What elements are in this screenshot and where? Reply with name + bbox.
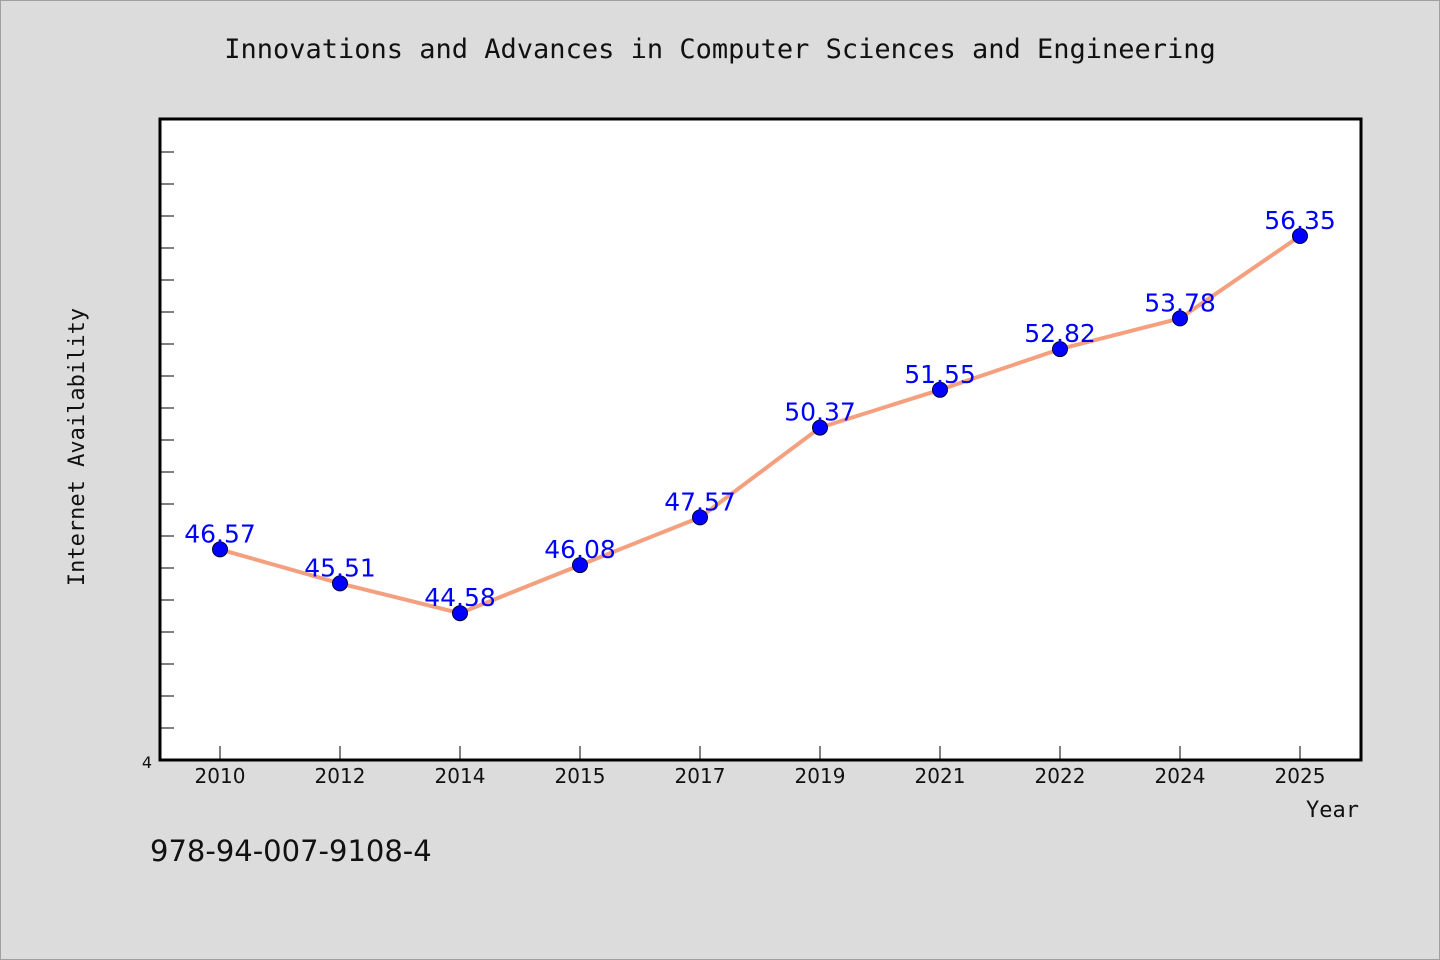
- series-line: [219, 234, 1302, 616]
- x-axis-ticks: [219, 746, 1301, 760]
- x-tick-label: 2024: [1155, 764, 1206, 788]
- data-point: [1292, 228, 1308, 244]
- x-tick-label: 2021: [915, 764, 966, 788]
- x-tick-label: 2012: [315, 764, 366, 788]
- data-label: 52.82: [1024, 319, 1096, 348]
- data-label: 44.58: [424, 583, 496, 612]
- data-label: 47.57: [664, 487, 736, 516]
- data-label: 53.78: [1144, 288, 1216, 317]
- data-point: [812, 419, 828, 436]
- data-point: [212, 541, 228, 558]
- x-tick-label: 2014: [435, 764, 486, 788]
- footer-code: 978-94-007-9108-4: [150, 834, 432, 868]
- data-label: 46.08: [544, 535, 616, 564]
- y-axis-title: Internet Availability: [65, 308, 90, 586]
- x-tick-labels: 2010 2012 2014 2015 2017 2019 2021 2022 2024 2025: [195, 764, 1326, 788]
- chart-title: Innovations and Advances in Computer Sci…: [224, 34, 1216, 65]
- x-tick-label: 2022: [1035, 764, 1086, 788]
- x-tick-label: 2015: [555, 764, 606, 788]
- data-markers: [212, 228, 1308, 622]
- data-point: [452, 605, 468, 622]
- x-tick-label: 2019: [795, 764, 846, 788]
- data-label: 46.57: [184, 519, 256, 548]
- data-point: [572, 557, 588, 574]
- data-point: [932, 381, 948, 398]
- data-label: 56.35: [1264, 206, 1336, 235]
- x-tick-label: 2017: [675, 764, 726, 788]
- data-label: 50.37: [784, 398, 856, 427]
- data-label: 45.51: [304, 553, 376, 582]
- y-axis-ticks: [160, 151, 174, 729]
- data-point: [692, 509, 708, 526]
- data-label: 51.55: [904, 360, 976, 389]
- x-tick-label: 2025: [1275, 764, 1326, 788]
- data-point: [1172, 310, 1188, 327]
- x-tick-label: 2010: [195, 764, 246, 788]
- data-point: [332, 575, 348, 592]
- x-axis-title: Year: [1306, 798, 1359, 823]
- data-labels: 46.57 45.51 44.58 46.08 47.57 50.37 51.55 52.82…: [184, 206, 1336, 612]
- plot-area: [158, 117, 1363, 762]
- y-tick-label: 4: [142, 753, 152, 772]
- data-point: [1052, 341, 1068, 358]
